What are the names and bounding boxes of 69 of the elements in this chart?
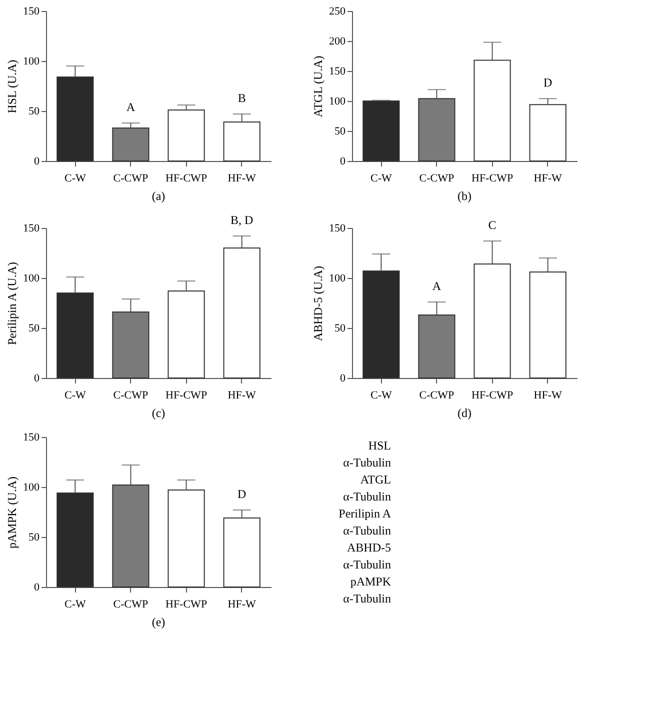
x-tick-label: C-CWP xyxy=(113,598,148,610)
text: α-Tubulin xyxy=(343,524,391,538)
x-tick-label: C-W xyxy=(64,598,86,610)
y-tick-label: 50 xyxy=(28,106,40,118)
x-tick-label: C-W xyxy=(370,390,392,402)
y-tick-label: 0 xyxy=(340,156,346,168)
text: ABHD-5 xyxy=(347,540,391,554)
x-tick-label: C-CWP xyxy=(113,172,148,184)
y-tick-label: 0 xyxy=(34,582,40,594)
y-tick-label: 0 xyxy=(34,156,40,168)
text: α-Tubulin xyxy=(343,490,391,504)
y-axis-title: Perilipin A (U.A) xyxy=(5,262,19,345)
y-tick-label: 0 xyxy=(340,372,346,384)
text: α-Tubulin xyxy=(343,558,391,572)
annotation: B, D xyxy=(230,213,254,227)
annotation: A xyxy=(432,279,442,293)
y-tick-label: 100 xyxy=(329,96,346,108)
y-tick-label: 50 xyxy=(334,322,346,334)
y-axis-title: HSL (U.A) xyxy=(5,60,19,114)
text: (e) xyxy=(152,615,166,629)
text: HSL xyxy=(368,438,391,452)
text: (c) xyxy=(152,406,166,420)
text: (a) xyxy=(152,189,166,203)
y-tick-label: 0 xyxy=(34,372,40,384)
y-tick-label: 100 xyxy=(23,56,40,68)
x-tick-label: C-CWP xyxy=(419,172,454,184)
x-tick-label: HF-W xyxy=(228,390,257,402)
y-tick-label: 100 xyxy=(23,482,40,494)
text: (b) xyxy=(458,189,472,203)
y-tick-label: 100 xyxy=(329,272,346,284)
text: α-Tubulin xyxy=(343,592,391,606)
y-tick-label: 150 xyxy=(23,6,40,18)
y-tick-label: 50 xyxy=(334,126,346,138)
x-tick-label: HF-CWP xyxy=(165,598,208,610)
annotation: C xyxy=(488,218,496,232)
text: (d) xyxy=(458,406,472,420)
x-tick-label: HF-CWP xyxy=(471,390,514,402)
y-axis-title: ABHD-5 (U.A) xyxy=(311,266,325,342)
annotation: D xyxy=(543,76,552,90)
x-tick-label: C-W xyxy=(64,390,86,402)
x-tick-label: HF-W xyxy=(534,172,563,184)
text: α-Tubulin xyxy=(343,456,391,470)
x-tick-label: C-W xyxy=(64,172,86,184)
y-tick-label: 150 xyxy=(329,222,346,234)
y-tick-label: 50 xyxy=(28,322,40,334)
y-tick-label: 250 xyxy=(329,6,346,18)
y-tick-label: 150 xyxy=(329,66,346,78)
y-tick-label: 150 xyxy=(23,432,40,444)
y-tick-label: 150 xyxy=(23,222,40,234)
x-tick-label: C-CWP xyxy=(113,390,148,402)
annotation: A xyxy=(126,100,136,114)
y-axis-title: pAMPK (U.A) xyxy=(5,476,19,548)
annotation: B xyxy=(238,91,246,105)
y-tick-label: 50 xyxy=(28,532,40,544)
x-tick-label: HF-W xyxy=(228,172,257,184)
x-tick-label: HF-CWP xyxy=(165,172,208,184)
text: Perilipin A xyxy=(338,506,392,520)
x-tick-label: HF-W xyxy=(534,390,563,402)
x-tick-label: C-W xyxy=(370,172,392,184)
text: pAMPK xyxy=(350,574,392,588)
x-tick-label: C-CWP xyxy=(419,390,454,402)
x-tick-label: HF-CWP xyxy=(165,390,208,402)
y-tick-label: 100 xyxy=(23,272,40,284)
annotation: D xyxy=(237,487,246,501)
y-axis-title: ATGL (U.A) xyxy=(311,56,325,118)
y-tick-label: 200 xyxy=(329,36,346,48)
text: ATGL xyxy=(360,472,391,486)
x-tick-label: HF-CWP xyxy=(471,172,514,184)
x-tick-label: HF-W xyxy=(228,598,257,610)
